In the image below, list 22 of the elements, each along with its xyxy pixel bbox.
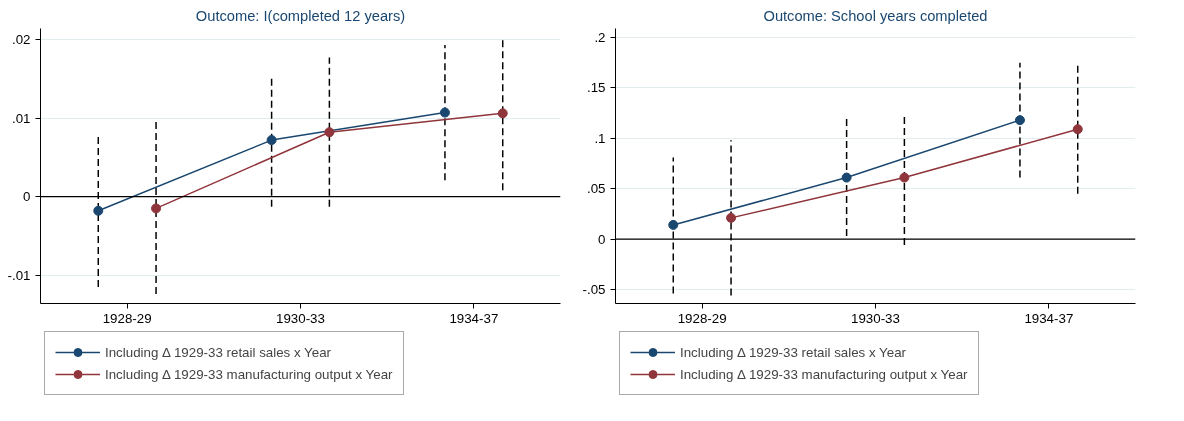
x-tick-label: 1930-33 bbox=[276, 310, 325, 326]
y-tick-label: -.01 bbox=[7, 267, 31, 283]
legend-label: Including Δ 1929-33 retail sales x Year bbox=[680, 344, 907, 360]
y-tick-label: 0 bbox=[23, 189, 31, 205]
y-tick-label: .05 bbox=[586, 181, 606, 197]
legend-label: Including Δ 1929-33 retail sales x Year bbox=[105, 344, 332, 360]
y-tick-label: .02 bbox=[11, 32, 31, 47]
y-tick-label: .01 bbox=[11, 110, 31, 126]
y-tick-label: 0 bbox=[598, 231, 606, 247]
legend-label: Including Δ 1929-33 manufacturing output x Year bbox=[680, 366, 968, 382]
legend-label: Including Δ 1929-33 manufacturing output x Year bbox=[105, 366, 393, 382]
chart-title: Outcome: School years completed bbox=[763, 7, 988, 24]
chart-title: Outcome: I(completed 12 years) bbox=[195, 7, 406, 24]
x-tick-label: 1934-37 bbox=[1024, 310, 1074, 326]
x-tick-label: 1928-29 bbox=[102, 310, 152, 326]
y-tick-label: -.05 bbox=[582, 281, 606, 297]
x-tick-label: 1934-37 bbox=[449, 310, 499, 326]
y-tick-label: .1 bbox=[594, 130, 606, 146]
y-tick-label: .15 bbox=[586, 80, 606, 96]
x-tick-label: 1930-33 bbox=[851, 310, 900, 326]
x-tick-label: 1928-29 bbox=[677, 310, 727, 326]
y-tick-label: .2 bbox=[594, 30, 606, 46]
